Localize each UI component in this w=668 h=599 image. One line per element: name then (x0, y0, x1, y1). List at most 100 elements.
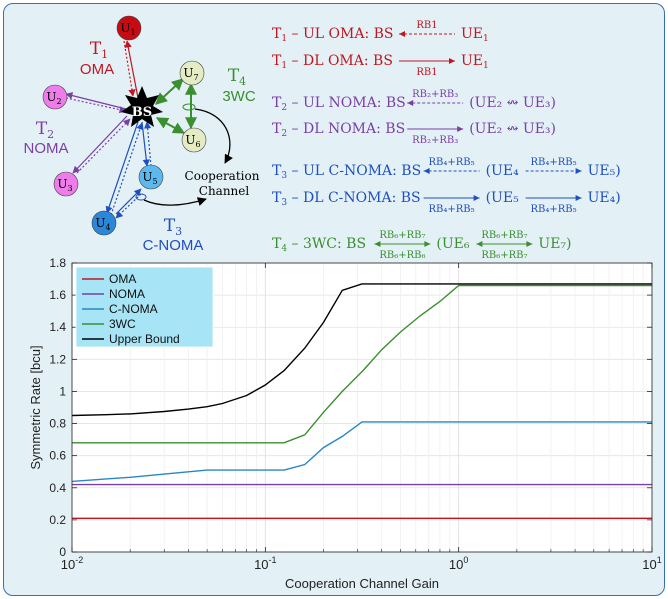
svg-text:T3: T3 (164, 216, 182, 238)
coop-arrow-t3 (143, 197, 207, 206)
svg-text:RB₄+RB₅: RB₄+RB₅ (531, 157, 577, 168)
svg-text:RB₄+RB₅: RB₄+RB₅ (429, 204, 475, 215)
y-axis-label: Symmetric Rate [bcu] (28, 345, 43, 469)
svg-text:3WC: 3WC (222, 88, 256, 105)
svg-text:T3 – DL C-NOMA: BS: T3 – DL C-NOMA: BS (272, 190, 421, 208)
t2-ul-link-u2 (65, 97, 127, 114)
svg-text:RB₆+RB₆: RB₆+RB₆ (379, 250, 425, 261)
svg-text:T1: T1 (90, 39, 108, 61)
group-label-t2: T2 NOMA (24, 119, 69, 157)
user-node-u6: U6 (181, 127, 207, 153)
equation-t2-dl: T2 – DL NOMA: BS RB₂+RB₃ (UE₂ ↭ UE₃) (272, 121, 556, 146)
svg-text:RB₄+RB₅: RB₄+RB₅ (531, 204, 577, 215)
t4-link-bs-u6 (155, 117, 186, 134)
y-tick-label: 1.2 (49, 352, 66, 366)
svg-text:T2: T2 (36, 119, 54, 141)
t4-link-bs-u7 (155, 78, 184, 105)
user-node-u1: U1 (116, 15, 142, 41)
y-tick-label: 1 (59, 384, 66, 398)
legend-entry: 3WC (109, 317, 136, 331)
series-line-3wc (72, 284, 652, 444)
t3-coop-marker (135, 193, 147, 201)
equation-t1-dl: T1 – DL OMA: BS RB1 UE1 (272, 53, 489, 78)
equation-t4-3wc: T4 – 3WC: BS RB₆+RB₇ RB₆+RB₆ (UE₆ RB₆+RB₇ RB₆… (272, 230, 571, 261)
svg-text:U5: U5 (142, 170, 157, 186)
t4-coop-marker (182, 103, 196, 111)
y-tick-label: 0.8 (49, 417, 66, 431)
user-node-u4: U4 (91, 210, 117, 236)
svg-text:RB₆+RB₇: RB₆+RB₇ (481, 250, 527, 261)
x-tick-label: 101 (642, 555, 661, 572)
y-tick-label: 1.4 (49, 320, 66, 334)
equation-t3-ul: T3 – UL C-NOMA: BS RB₄+RB₅ (UE₄ RB₄+RB₅ UE₅) (272, 157, 621, 181)
svg-text:UE₅): UE₅) (588, 163, 621, 179)
svg-text:RB₂+RB₃: RB₂+RB₃ (412, 89, 458, 100)
y-tick-label: 0 (59, 545, 66, 559)
cooperation-label-line2: Channel (199, 184, 250, 198)
svg-text:RB1: RB1 (416, 20, 437, 31)
equation-t2-ul: T2 – UL NOMA: BS RB₂+RB₃ (UE₂ ↭ UE₃) (272, 89, 556, 113)
series-line-c-noma (71, 421, 652, 483)
legend-entry: OMA (109, 272, 136, 286)
svg-text:OMA: OMA (80, 61, 114, 78)
t3-ul-link-u5 (144, 121, 152, 167)
svg-text:U1: U1 (120, 21, 135, 37)
t3-coop-link-u5-u4 (115, 193, 142, 219)
svg-text:UE1: UE1 (461, 26, 489, 44)
svg-text:T2 – DL NOMA: BS: T2 – DL NOMA: BS (272, 121, 405, 139)
group-label-t4: T4 3WC (222, 66, 256, 105)
svg-text:T1 – UL OMA: BS: T1 – UL OMA: BS (272, 26, 394, 44)
legend-box (75, 266, 214, 348)
svg-text:RB₂+RB₃: RB₂+RB₃ (412, 135, 458, 146)
t1-ul-link (123, 40, 136, 97)
legend-entry: Upper Bound (109, 332, 180, 346)
svg-text:U3: U3 (57, 177, 72, 193)
svg-text:C-NOMA: C-NOMA (143, 237, 204, 254)
svg-text:(UE₄: (UE₄ (486, 163, 519, 179)
x-axis-label: Cooperation Channel Gain (285, 576, 439, 591)
svg-text:UE1: UE1 (461, 53, 489, 71)
group-label-t1: T1 OMA (80, 39, 114, 78)
svg-text:T1 – DL OMA: BS: T1 – DL OMA: BS (272, 53, 393, 71)
t3-dl-link-u4 (105, 121, 139, 214)
base-station-icon (121, 86, 163, 127)
figure-canvas: BS U1 U2 U3 U4 U5 U6 U7 T1 OMA T2 NOMA T3 C-NO… (24, 15, 662, 591)
bs-label: BS (132, 105, 152, 120)
network-diagram: BS U1 U2 U3 U4 U5 U6 U7 T1 OMA T2 NOMA T3 C-NO… (24, 15, 260, 254)
legend-entry: C-NOMA (109, 302, 158, 316)
figure-frame: BS U1 U2 U3 U4 U5 U6 U7 T1 OMA T2 NOMA T3 C-NO… (3, 3, 665, 596)
user-node-u7: U7 (179, 60, 205, 86)
cooperation-label-line1: Cooperation (185, 169, 260, 183)
y-tick-label: 0.2 (49, 513, 66, 527)
svg-text:T4: T4 (228, 66, 246, 88)
equation-t3-dl: T3 – DL C-NOMA: BS RB₄+RB₅ (UE₅ RB₄+RB₅ UE₄) (272, 190, 621, 215)
coop-arrow-t4 (194, 108, 233, 164)
y-tick-label: 1.6 (49, 288, 66, 302)
svg-text:T3 – UL C-NOMA: BS: T3 – UL C-NOMA: BS (272, 163, 421, 181)
svg-text:RB₆+RB₇: RB₆+RB₇ (481, 230, 527, 241)
svg-text:RB1: RB1 (416, 67, 437, 78)
equations-panel: T1 – UL OMA: BS RB1 UE1 T1 – DL OMA: BS RB1 U… (272, 20, 621, 261)
svg-text:UE₇): UE₇) (538, 236, 571, 252)
svg-text:(UE₂ ↭ UE₃): (UE₂ ↭ UE₃) (469, 95, 556, 111)
y-tick-label: 0.6 (49, 449, 66, 463)
t2-dl-link-u2 (65, 92, 127, 110)
user-node-u2: U2 (42, 84, 68, 110)
group-label-t3: T3 C-NOMA (143, 216, 204, 254)
svg-text:NOMA: NOMA (24, 140, 69, 157)
x-tick-label: 10-1 (254, 555, 276, 572)
svg-text:(UE₅: (UE₅ (486, 190, 519, 206)
plot-frame (71, 262, 653, 553)
svg-text:U6: U6 (185, 133, 200, 149)
user-node-u5: U5 (138, 164, 164, 190)
equation-t1-ul: T1 – UL OMA: BS RB1 UE1 (272, 20, 489, 44)
svg-text:U7: U7 (183, 66, 198, 82)
x-tick-label: 10-2 (61, 555, 83, 572)
rate-chart: 0 0.2 0.4 0.6 0.8 1 1.2 1.4 1.6 1.8 10-2 10-1 100 101… (28, 256, 662, 591)
legend-entry: NOMA (109, 287, 145, 301)
y-tick-label: 1.8 (49, 256, 66, 270)
user-node-u3: U3 (53, 171, 79, 197)
svg-text:RB₄+RB₅: RB₄+RB₅ (429, 157, 475, 168)
t3-ul-link-u4 (110, 122, 144, 216)
